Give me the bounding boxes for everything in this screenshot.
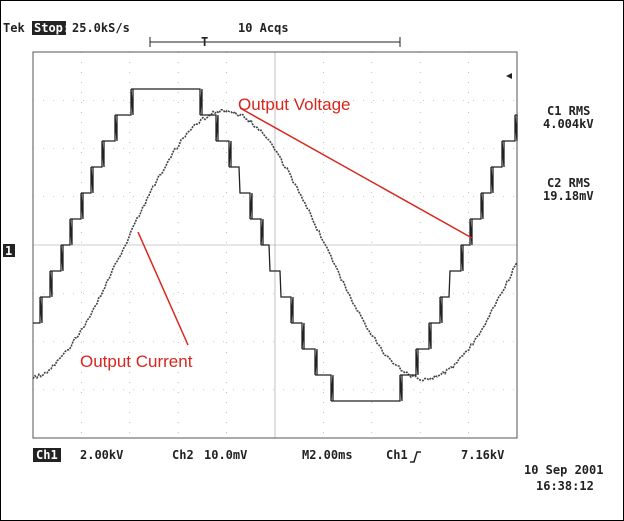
c1-value: 4.004kV (543, 117, 594, 131)
ch2-scale: 10.0mV (204, 448, 247, 462)
ch1: Ch1 (36, 448, 58, 462)
c2-value: 19.18mV (543, 189, 594, 203)
c1-label: C1 RMS (547, 104, 590, 118)
current-label: Output Current (80, 352, 193, 371)
date: 10 Sep 2001 (524, 463, 603, 477)
frame (1, 1, 624, 521)
ch1-scale: 2.00kV (80, 448, 123, 462)
state: Stop: (34, 21, 70, 35)
channel-marker: 1 (5, 244, 12, 258)
time: 16:38:12 (536, 479, 594, 493)
c2-label: C2 RMS (547, 176, 590, 190)
voltage-label: Output Voltage (238, 95, 350, 114)
timebase: M2.00ms (302, 448, 353, 462)
screenshot: Tek Stop: 25.0kS/s 10 Acqs T 1 Output Vo… (0, 0, 624, 521)
trig-level: 7.16kV (461, 448, 504, 462)
acqs: 10 Acqs (238, 21, 289, 35)
rate: 25.0kS/s (72, 21, 130, 35)
ch2: Ch2 (172, 448, 194, 462)
trig-source: Ch1 (386, 448, 408, 462)
trigger-pos: T (201, 35, 208, 49)
brand: Tek (3, 21, 25, 35)
